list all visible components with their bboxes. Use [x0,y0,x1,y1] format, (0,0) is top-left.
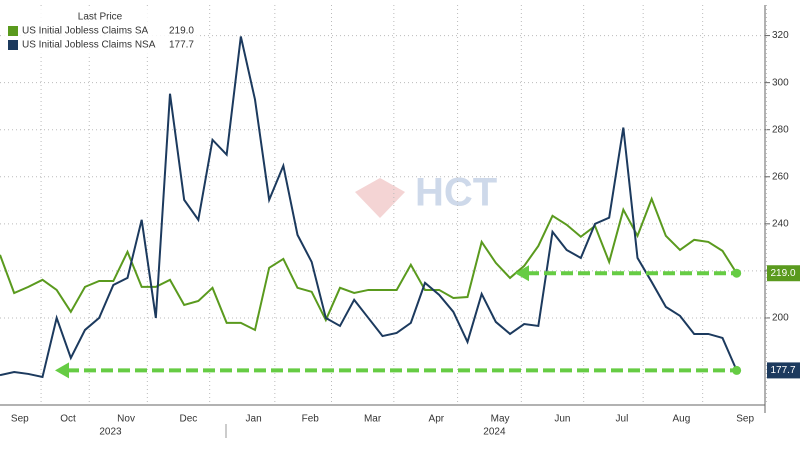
last-value-box [767,362,800,379]
last-value-label: 219.0 [770,268,795,279]
watermark: HCT [415,171,497,215]
last-value-box [767,265,800,282]
x-tick-label: Jun [554,414,570,425]
legend-value: 177.7 [169,40,194,51]
x-tick-label: Oct [60,414,76,425]
x-tick-label: Nov [117,414,135,425]
arrow-end [732,268,742,278]
legend-label: US Initial Jobless Claims NSA [22,40,156,51]
arrow-head [55,362,69,379]
y-tick-label: 200 [772,313,789,324]
x-tick-label: Feb [302,414,320,425]
x-year-label: 2024 [483,427,506,438]
x-tick-label: Sep [11,414,29,425]
x-tick-label: Jan [246,414,262,425]
legend-swatch [8,40,18,50]
watermark-logo [355,178,405,218]
x-tick-label: Sep [736,414,754,425]
y-tick-label: 240 [772,218,789,229]
series-line [0,36,738,379]
legend-label: US Initial Jobless Claims SA [22,26,148,37]
x-tick-label: Mar [364,414,382,425]
legend-swatch [8,26,18,36]
y-tick-label: 280 [772,124,789,135]
last-value-label: 177.7 [770,365,795,376]
x-tick-label: Aug [673,414,691,425]
y-tick-label: 260 [772,171,789,182]
legend-box [2,8,197,56]
x-year-label: 2023 [99,427,122,438]
x-tick-label: Jul [616,414,629,425]
y-tick-label: 320 [772,30,789,41]
x-tick-label: Dec [180,414,198,425]
arrow-end [732,365,742,375]
y-tick-label: 300 [772,77,789,88]
x-tick-label: May [491,414,510,425]
arrow-head [515,265,529,282]
legend-title: Last Price [78,12,123,23]
x-tick-label: Apr [429,414,445,425]
series-line [0,196,738,332]
legend-value: 219.0 [169,26,194,37]
